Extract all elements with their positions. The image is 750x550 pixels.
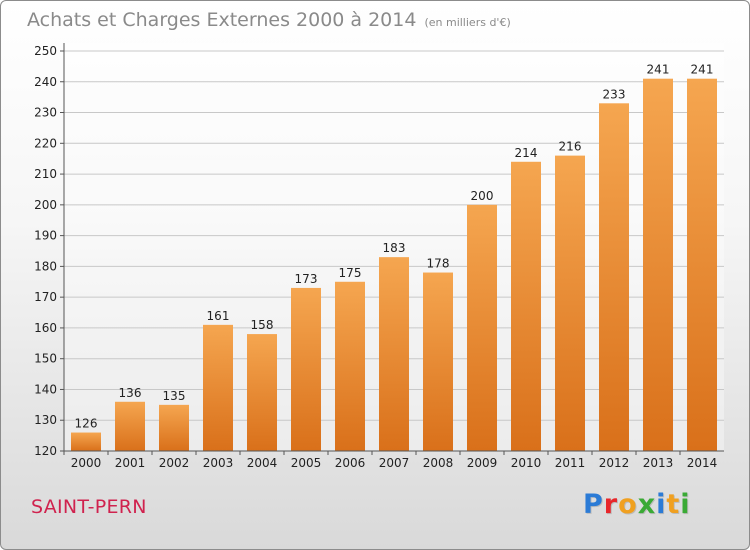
logo-letter: i [656, 489, 667, 520]
bar-value-label: 183 [383, 241, 406, 255]
bar-value-label: 233 [603, 87, 626, 101]
bar-2002 [159, 404, 189, 451]
bar-2001 [115, 401, 145, 451]
bar-value-label: 241 [691, 63, 714, 77]
x-tick-label: 2000 [71, 456, 102, 470]
y-tick-label: 250 [34, 44, 57, 58]
bar-2010 [511, 161, 541, 451]
bar-value-label: 158 [251, 318, 274, 332]
y-tick-label: 240 [34, 75, 57, 89]
y-tick-label: 220 [34, 136, 57, 150]
x-tick-label: 2009 [467, 456, 498, 470]
y-tick-label: 160 [34, 321, 57, 335]
x-tick-label: 2008 [423, 456, 454, 470]
x-tick-label: 2013 [643, 456, 674, 470]
bar-value-label: 214 [515, 146, 538, 160]
x-tick-label: 2012 [599, 456, 630, 470]
bar-value-label: 173 [295, 272, 318, 286]
x-tick-label: 2002 [159, 456, 190, 470]
bar-value-label: 178 [427, 257, 450, 271]
logo-letter: o [618, 489, 638, 520]
x-tick-label: 2014 [687, 456, 718, 470]
x-tick-label: 2010 [511, 456, 542, 470]
bar-2013 [643, 78, 673, 451]
x-tick-label: 2011 [555, 456, 586, 470]
bar-value-label: 175 [339, 266, 362, 280]
bar-2007 [379, 257, 409, 451]
bar-2008 [423, 272, 453, 451]
x-tick-label: 2001 [115, 456, 146, 470]
chart-title-text: Achats et Charges Externes 2000 à 2014 [27, 9, 417, 31]
proxiti-logo: Proxiti [583, 489, 691, 520]
bar-value-label: 136 [119, 386, 142, 400]
y-tick-label: 190 [34, 229, 57, 243]
y-tick-label: 140 [34, 382, 57, 396]
x-tick-label: 2005 [291, 456, 322, 470]
logo-letter: P [583, 489, 604, 520]
x-axis: 2000 2001 2002 2003 2004 2005 2006 2007 2008 2009… [63, 450, 724, 470]
bar-2009 [467, 204, 497, 451]
bar-2005 [291, 287, 321, 451]
y-tick-label: 130 [34, 413, 57, 427]
x-tick-label: 2004 [247, 456, 278, 470]
bar-value-label: 161 [207, 309, 230, 323]
logo-letter: x [637, 489, 657, 520]
bar-value-label: 241 [647, 63, 670, 77]
y-tick-label: 200 [34, 198, 57, 212]
x-tick-label: 2007 [379, 456, 410, 470]
x-tick-label: 2006 [335, 456, 366, 470]
bar-2014 [687, 78, 717, 451]
bar-value-label: 216 [559, 140, 582, 154]
y-tick-label: 120 [34, 444, 57, 458]
y-tick-label: 210 [34, 167, 57, 181]
chart-subtitle: (en milliers d'€) [424, 16, 511, 29]
bars: 126 136 135 161 158 173 175 183 178 200 214 216 233 2… [71, 63, 717, 452]
commune-name: SAINT-PERN [31, 496, 147, 518]
bar-2006 [335, 281, 365, 451]
bar-value-label: 200 [471, 189, 494, 203]
bar-value-label: 126 [75, 417, 98, 431]
bar-2012 [599, 103, 629, 452]
x-tick-label: 2003 [203, 456, 234, 470]
y-tick-label: 180 [34, 259, 57, 273]
bar-2003 [203, 324, 233, 451]
logo-letter: t [666, 489, 681, 520]
bar-2004 [247, 334, 277, 451]
bar-2000 [71, 432, 101, 451]
y-tick-label: 150 [34, 352, 57, 366]
logo-letter: i [680, 489, 691, 520]
logo-letter: r [603, 489, 619, 520]
chart-title: Achats et Charges Externes 2000 à 2014 (e… [27, 9, 511, 31]
y-tick-label: 230 [34, 106, 57, 120]
bar-value-label: 135 [163, 389, 186, 403]
bar-2011 [555, 155, 585, 451]
y-tick-label: 170 [34, 290, 57, 304]
y-axis: 120 130 140 150 160 170 180 190 200 210 220 230 240 2… [34, 43, 65, 458]
